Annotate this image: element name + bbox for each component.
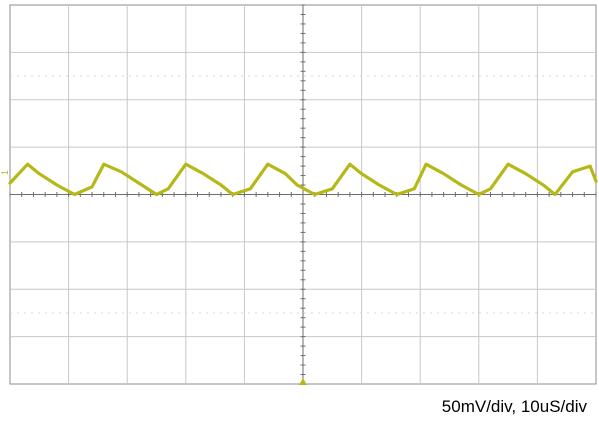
markers: 1 [0,170,307,385]
waveform-line [8,162,598,197]
scale-caption: 50mV/div, 10uS/div [441,397,587,416]
trigger-arrow-icon [299,378,307,385]
channel-1-marker: 1 [0,170,10,175]
waveform-trace [8,162,598,197]
graticule [9,4,597,385]
